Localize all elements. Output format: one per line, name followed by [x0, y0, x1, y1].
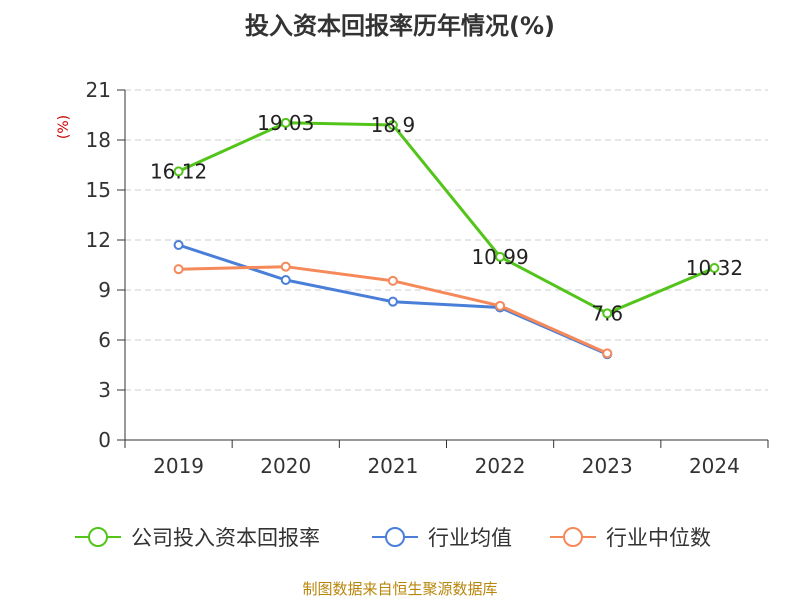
data-point [602, 308, 613, 319]
data-point [280, 261, 291, 272]
data-point [173, 264, 184, 275]
y-tick-label: 0 [98, 428, 111, 452]
data-point [602, 348, 613, 359]
axes: 0 3 6 9 12 15 18 21 2019 2020 2021 2022 2023 2024 (%) [56, 78, 769, 478]
y-tick-label: 6 [98, 328, 111, 352]
data-point [387, 275, 398, 286]
legend-marker [385, 527, 405, 547]
y-tick-label: 21 [86, 78, 111, 102]
legend-marker [563, 527, 583, 547]
grid-lines [125, 89, 768, 391]
x-tick-label: 2024 [689, 454, 740, 478]
data-point [280, 275, 291, 285]
x-tick-label: 2020 [260, 454, 311, 478]
data-label: 19.03 [257, 111, 314, 135]
y-tick-label: 15 [86, 178, 111, 202]
x-tick-label: 2023 [582, 454, 633, 478]
y-tick-label: 12 [86, 228, 111, 252]
data-point [709, 263, 720, 273]
x-tick-label: 2019 [153, 454, 204, 478]
data-label: 16.12 [150, 159, 207, 183]
data-point [173, 240, 184, 250]
data-label: 10.99 [471, 245, 528, 269]
data-point [387, 120, 398, 130]
data-point [173, 166, 184, 177]
data-label: 10.32 [686, 256, 743, 280]
chart-title: 投入资本回报率历年情况(%) [245, 12, 555, 40]
legend-marker [88, 527, 108, 547]
series-lines [173, 117, 720, 360]
data-labels: 16.12 19.03 18.9 10.99 7.6 10.32 [150, 111, 743, 326]
y-tick-label: 3 [98, 378, 111, 402]
data-label: 7.6 [591, 301, 623, 325]
legend-label: 行业中位数 [606, 526, 711, 550]
legend-label: 公司投入资本回报率 [131, 526, 320, 550]
data-point [387, 296, 398, 307]
data-point [495, 251, 506, 262]
data-label: 18.9 [371, 113, 416, 137]
legend: 公司投入资本回报率 行业均值 行业中位数 [75, 526, 711, 550]
x-tick-label: 2022 [475, 454, 526, 478]
data-point [495, 300, 506, 311]
data-point [280, 117, 291, 128]
series-line [177, 121, 715, 315]
y-axis-label: (%) [56, 115, 72, 139]
source-note: 制图数据来自恒生聚源数据库 [302, 580, 498, 598]
x-tick-label: 2021 [367, 454, 418, 478]
y-tick-label: 9 [98, 278, 111, 302]
y-tick-label: 18 [86, 128, 111, 152]
legend-label: 行业均值 [428, 526, 512, 550]
